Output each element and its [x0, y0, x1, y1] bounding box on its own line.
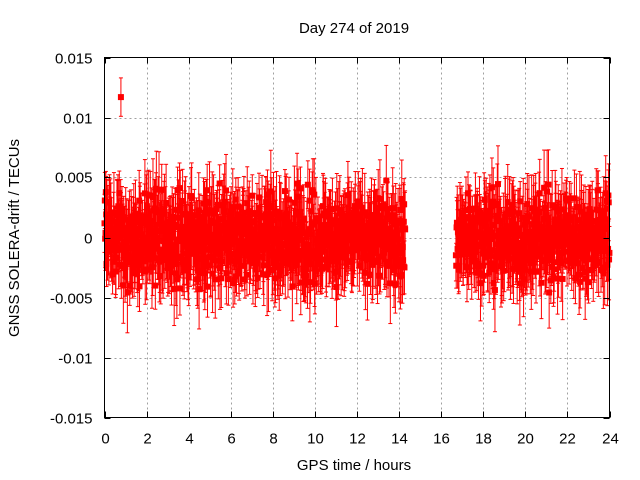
- y-tick-label: -0.015: [50, 411, 93, 428]
- x-tick-label: 16: [433, 431, 450, 448]
- chart-title: Day 274 of 2019: [299, 20, 409, 37]
- x-tick-label: 12: [349, 431, 366, 448]
- data-point: [216, 164, 223, 203]
- x-tick-label: 6: [227, 431, 235, 448]
- x-tick-label: 22: [559, 431, 576, 448]
- y-tick-label: 0.01: [63, 111, 92, 128]
- y-tick-label: 0.005: [55, 170, 93, 187]
- x-tick-label: 2: [143, 431, 151, 448]
- y-tick-label: -0.01: [58, 351, 92, 368]
- x-tick-label: 24: [602, 431, 619, 448]
- x-tick-label: 14: [391, 431, 408, 448]
- x-tick-label: 8: [269, 431, 277, 448]
- x-tick-label: 20: [517, 431, 534, 448]
- x-tick-label: 0: [101, 431, 109, 448]
- data-layer: [101, 77, 613, 334]
- x-tick-label: 10: [307, 431, 324, 448]
- y-tick-label: 0: [84, 231, 92, 248]
- x-tick-label: 18: [475, 431, 492, 448]
- y-tick-label: 0.015: [55, 51, 93, 68]
- data-point: [204, 163, 211, 217]
- y-tick-label: -0.005: [50, 291, 93, 308]
- data-point: [117, 77, 124, 117]
- x-tick-label: 4: [185, 431, 193, 448]
- data-point: [194, 252, 201, 306]
- x-axis-label: GPS time / hours: [297, 457, 411, 474]
- y-axis-label: GNSS SOLERA-drift / TECUs: [6, 139, 23, 337]
